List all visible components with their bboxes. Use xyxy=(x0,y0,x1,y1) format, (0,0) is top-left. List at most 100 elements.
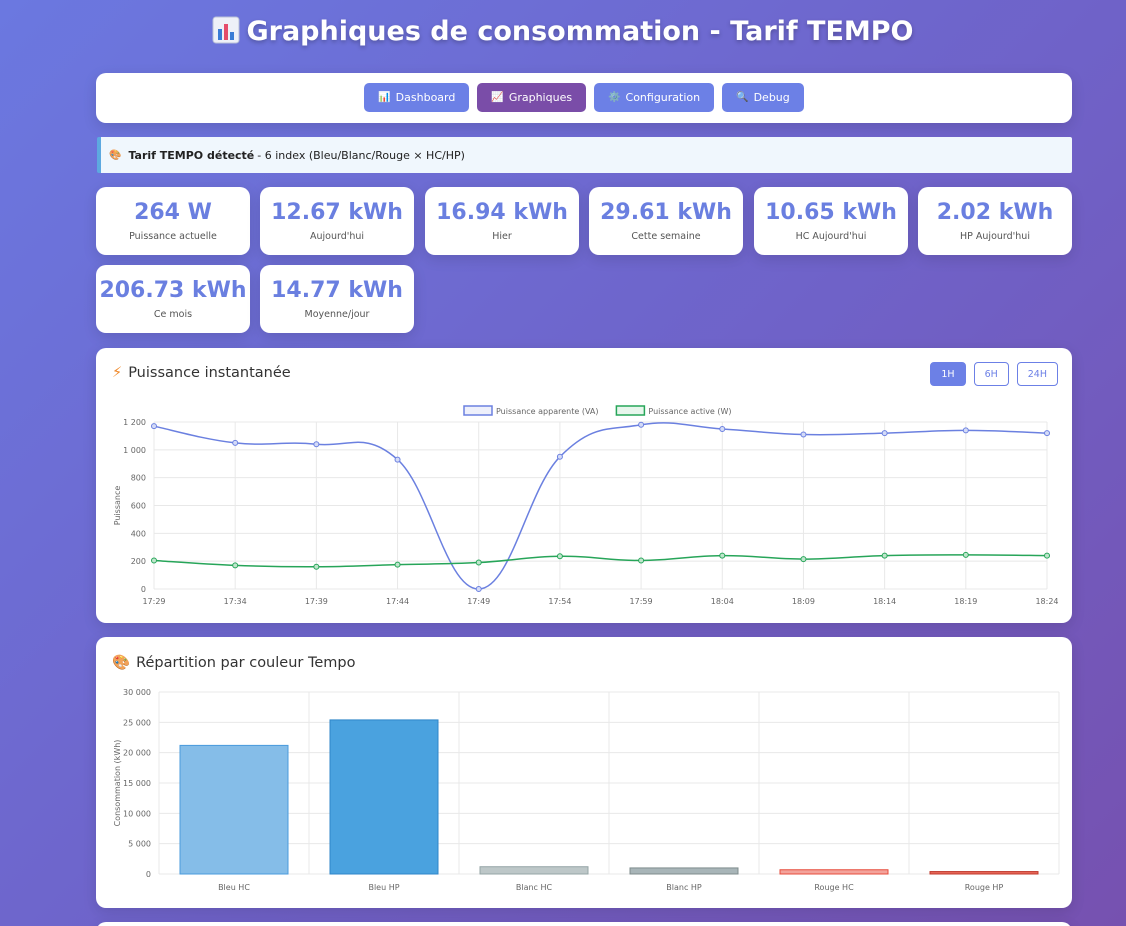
x-tick-label: 17:54 xyxy=(548,597,571,606)
data-point xyxy=(800,556,807,563)
range-24h-button[interactable]: 24H xyxy=(1016,362,1058,386)
nav-bar: 📊 Dashboard 📈 Graphiques ⚙️ Configuratio… xyxy=(96,73,1072,123)
data-point xyxy=(1044,552,1050,559)
bar-chart-icon xyxy=(212,16,240,44)
y-tick-label: 400 xyxy=(131,529,146,538)
tempo-banner-strong: Tarif TEMPO détecté xyxy=(128,148,255,162)
stat-value: 29.61 kWh xyxy=(600,200,732,225)
power-chart: 0 200 400 600 800 1 000 1 200 17:29 17:34 17:39 17… xyxy=(113,405,1059,606)
bar-rouge-hc xyxy=(779,869,889,875)
x-tick-label: 17:44 xyxy=(386,597,409,606)
x-tick-label: 18:04 xyxy=(711,597,734,606)
nav-configuration-button[interactable]: ⚙️ Configuration xyxy=(594,83,715,112)
x-tick-label: 17:34 xyxy=(224,597,247,606)
power-chart-card: ⚡ Puissance instantanée 1H 6H 24H 0 200 40… xyxy=(96,348,1072,623)
magnifier-icon: 🔍 xyxy=(736,92,749,103)
nav-graphiques-button[interactable]: 📈 Graphiques xyxy=(477,83,587,112)
y-tick-label: 1 000 xyxy=(123,446,146,455)
x-tick-label: Bleu HP xyxy=(368,883,399,892)
y-tick-label: 0 xyxy=(141,585,146,594)
data-point xyxy=(394,561,401,568)
gear-icon: ⚙️ xyxy=(608,92,621,103)
y-tick-label: 20 000 xyxy=(123,749,151,758)
stat-value: 264 W xyxy=(134,200,212,225)
x-tick-label: Rouge HP xyxy=(965,883,1004,892)
bar-bleu-hp xyxy=(329,719,439,875)
x-tick-label: 18:19 xyxy=(954,597,977,606)
data-point xyxy=(962,427,969,434)
tempo-chart-title-text: Répartition par couleur Tempo xyxy=(136,654,356,671)
x-tick-label: 18:24 xyxy=(1035,597,1058,606)
legend-label: Puissance apparente (VA) xyxy=(496,407,599,416)
x-tick-label: Blanc HP xyxy=(666,883,702,892)
stat-value: 2.02 kWh xyxy=(936,200,1054,225)
stat-label: Moyenne/jour xyxy=(304,309,370,320)
range-6h-button[interactable]: 6H xyxy=(973,362,1009,386)
stat-label: Cette semaine xyxy=(631,231,701,242)
nav-dashboard-button[interactable]: 📊 Dashboard xyxy=(364,83,470,112)
data-point xyxy=(719,552,726,559)
bar-blanc-hc xyxy=(479,866,589,875)
legend-swatch xyxy=(615,405,646,416)
data-point xyxy=(394,456,401,463)
stat-value: 14.77 kWh xyxy=(271,278,403,303)
data-point xyxy=(556,553,563,560)
stat-card-today: 12.67 kWh Aujourd'hui xyxy=(260,187,414,255)
stat-value: 10.65 kWh xyxy=(765,200,897,225)
tempo-chart-title: 🎨 Répartition par couleur Tempo xyxy=(112,654,356,672)
nav-graphiques-label: Graphiques xyxy=(508,91,573,104)
y-tick-label: 15 000 xyxy=(123,779,151,788)
data-point xyxy=(881,430,888,437)
data-point xyxy=(151,557,157,564)
stat-value: 12.67 kWh xyxy=(271,200,403,225)
tempo-banner-text: - 6 index (Bleu/Blanc/Rouge × HC/HP) xyxy=(257,148,465,162)
data-point xyxy=(556,453,563,460)
y-tick-label: 5 000 xyxy=(128,840,151,849)
stat-card-yesterday: 16.94 kWh Hier xyxy=(425,187,579,255)
data-point xyxy=(1044,430,1050,437)
y-tick-label: 800 xyxy=(131,474,146,483)
stat-card-hp-today: 2.02 kWh HP Aujourd'hui xyxy=(918,187,1072,255)
tempo-banner: 🎨 Tarif TEMPO détecté - 6 index (Bleu/Bl… xyxy=(97,137,1072,173)
stat-label: Ce mois xyxy=(153,309,193,320)
bar-rouge-hp xyxy=(929,871,1039,875)
x-tick-label: Bleu HC xyxy=(218,883,250,892)
power-chart-title-text: Puissance instantanée xyxy=(128,365,291,381)
nav-configuration-label: Configuration xyxy=(625,91,701,104)
x-tick-label: Rouge HC xyxy=(814,883,854,892)
bar-bleu-hc xyxy=(179,744,289,875)
nav-debug-button[interactable]: 🔍 Debug xyxy=(722,83,804,112)
stat-card-power: 264 W Puissance actuelle xyxy=(96,187,250,255)
stat-card-week: 29.61 kWh Cette semaine xyxy=(589,187,743,255)
y-tick-label: 1 200 xyxy=(123,418,146,427)
palette-icon: 🎨 xyxy=(112,655,131,671)
y-axis-label: Puissance xyxy=(113,486,122,526)
tempo-chart-card: 🎨 Répartition par couleur Tempo 0 5 000 10… xyxy=(96,637,1072,908)
y-tick-label: 200 xyxy=(131,557,146,566)
page-title: Graphiques de consommation - Tarif TEMPO xyxy=(0,16,1126,47)
x-tick-label: 17:39 xyxy=(305,597,328,606)
stat-value: 16.94 kWh xyxy=(436,200,568,225)
y-tick-label: 0 xyxy=(146,870,151,879)
series-line-1 xyxy=(153,554,1048,568)
data-point xyxy=(232,439,239,446)
bar-blanc-hp xyxy=(629,867,739,875)
page-title-text: Graphiques de consommation - Tarif TEMPO xyxy=(246,16,914,47)
stat-label: Hier xyxy=(492,231,512,242)
power-chart-title: ⚡ Puissance instantanée xyxy=(112,365,291,381)
range-selector: 1H 6H 24H xyxy=(930,362,1058,386)
data-point xyxy=(151,423,157,430)
data-point xyxy=(475,559,482,566)
range-1h-button[interactable]: 1H xyxy=(930,362,966,386)
y-axis-label: Consommation (kWh) xyxy=(113,740,122,827)
data-point xyxy=(313,563,320,570)
x-tick-label: 17:49 xyxy=(467,597,490,606)
data-point xyxy=(638,557,645,564)
stat-card-hc-today: 10.65 kWh HC Aujourd'hui xyxy=(754,187,908,255)
next-card xyxy=(96,922,1072,926)
stat-label: Puissance actuelle xyxy=(129,231,217,242)
data-point xyxy=(881,552,888,559)
tempo-chart: 0 5 000 10 000 15 000 20 000 25 000 30 000 Cons… xyxy=(113,688,1060,892)
stat-label: HC Aujourd'hui xyxy=(795,231,867,242)
y-tick-label: 30 000 xyxy=(123,688,151,697)
